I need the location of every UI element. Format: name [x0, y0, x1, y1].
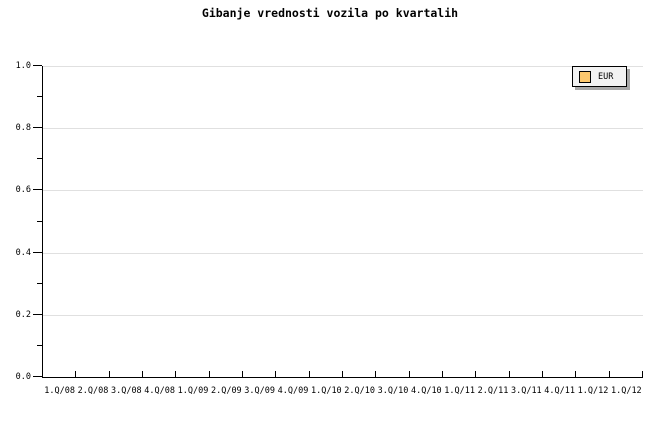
legend: EUR — [572, 66, 627, 87]
x-tick — [441, 371, 443, 377]
x-tick-label: 1.Q/08 — [44, 386, 76, 396]
x-tick-label: 2.Q/08 — [77, 386, 109, 396]
y-major-tick — [33, 127, 42, 129]
x-tick — [608, 371, 610, 377]
y-gridline — [43, 252, 643, 254]
x-tick-label: 1.Q/09 — [177, 386, 209, 396]
legend-swatch-icon — [579, 70, 591, 83]
y-major-tick — [33, 313, 42, 315]
y-tick-label: 0.0 — [15, 372, 31, 382]
x-tick — [208, 371, 210, 377]
x-tick — [308, 371, 310, 377]
y-major-tick — [33, 376, 42, 377]
y-minor-tick — [37, 282, 42, 284]
y-minor-tick — [37, 158, 42, 160]
x-tick — [542, 371, 543, 377]
x-tick — [275, 371, 277, 377]
x-tick-label: 2.Q/10 — [344, 386, 376, 396]
x-tick — [141, 371, 143, 377]
x-tick — [375, 371, 377, 377]
y-minor-tick — [37, 220, 42, 222]
y-minor-tick — [37, 344, 42, 346]
x-tick — [575, 371, 577, 377]
y-major-tick — [33, 65, 42, 66]
x-tick — [108, 371, 110, 377]
y-major-tick — [33, 251, 42, 253]
x-tick-label: 3.Q/11 — [510, 386, 542, 396]
x-tick-label: 1.Q/10 — [310, 386, 342, 396]
y-gridline — [43, 190, 643, 192]
x-tick — [408, 371, 410, 377]
x-tick-label: 2.Q/09 — [210, 386, 242, 396]
y-tick-label: 0.6 — [15, 185, 31, 196]
y-tick-label: 1.0 — [15, 61, 31, 71]
x-tick — [508, 371, 510, 377]
x-tick-label: 2.Q/11 — [477, 386, 509, 396]
x-tick-label: 1.Q/12 — [577, 386, 609, 396]
y-tick-label: 0.8 — [15, 123, 31, 134]
x-tick — [475, 371, 477, 377]
y-gridline — [43, 66, 643, 67]
x-tick — [241, 371, 243, 377]
legend-label: EUR — [598, 71, 614, 82]
x-tick-label: 3.Q/08 — [110, 386, 142, 396]
y-major-tick — [33, 189, 42, 191]
plot-area: 0.0 0.2 0.4 0.6 0.8 1.0 1.Q/08 2.Q/08 3.Q/08 4.Q/… — [16, 61, 643, 396]
x-tick — [342, 371, 343, 377]
x-tick-label: 4.Q/11 — [544, 386, 576, 396]
y-gridline — [43, 314, 643, 316]
x-tick-label: 1.Q/12 — [610, 386, 642, 396]
x-tick-label: 4.Q/09 — [277, 386, 309, 396]
x-tick-label: 3.Q/10 — [377, 386, 409, 396]
x-tick — [642, 371, 643, 377]
y-tick-label: 0.2 — [15, 309, 31, 320]
y-tick-label: 0.4 — [15, 247, 31, 258]
x-tick-label: 3.Q/09 — [244, 386, 276, 396]
y-minor-tick — [37, 96, 42, 98]
x-tick — [175, 371, 177, 377]
x-tick-label: 4.Q/10 — [410, 386, 442, 396]
x-tick — [75, 371, 77, 377]
y-gridline — [43, 128, 643, 130]
x-tick-label: 1.Q/11 — [444, 386, 476, 396]
chart-title: Gibanje vrednosti vozila po kvartalih — [201, 6, 459, 20]
x-tick-label: 4.Q/08 — [144, 386, 176, 396]
